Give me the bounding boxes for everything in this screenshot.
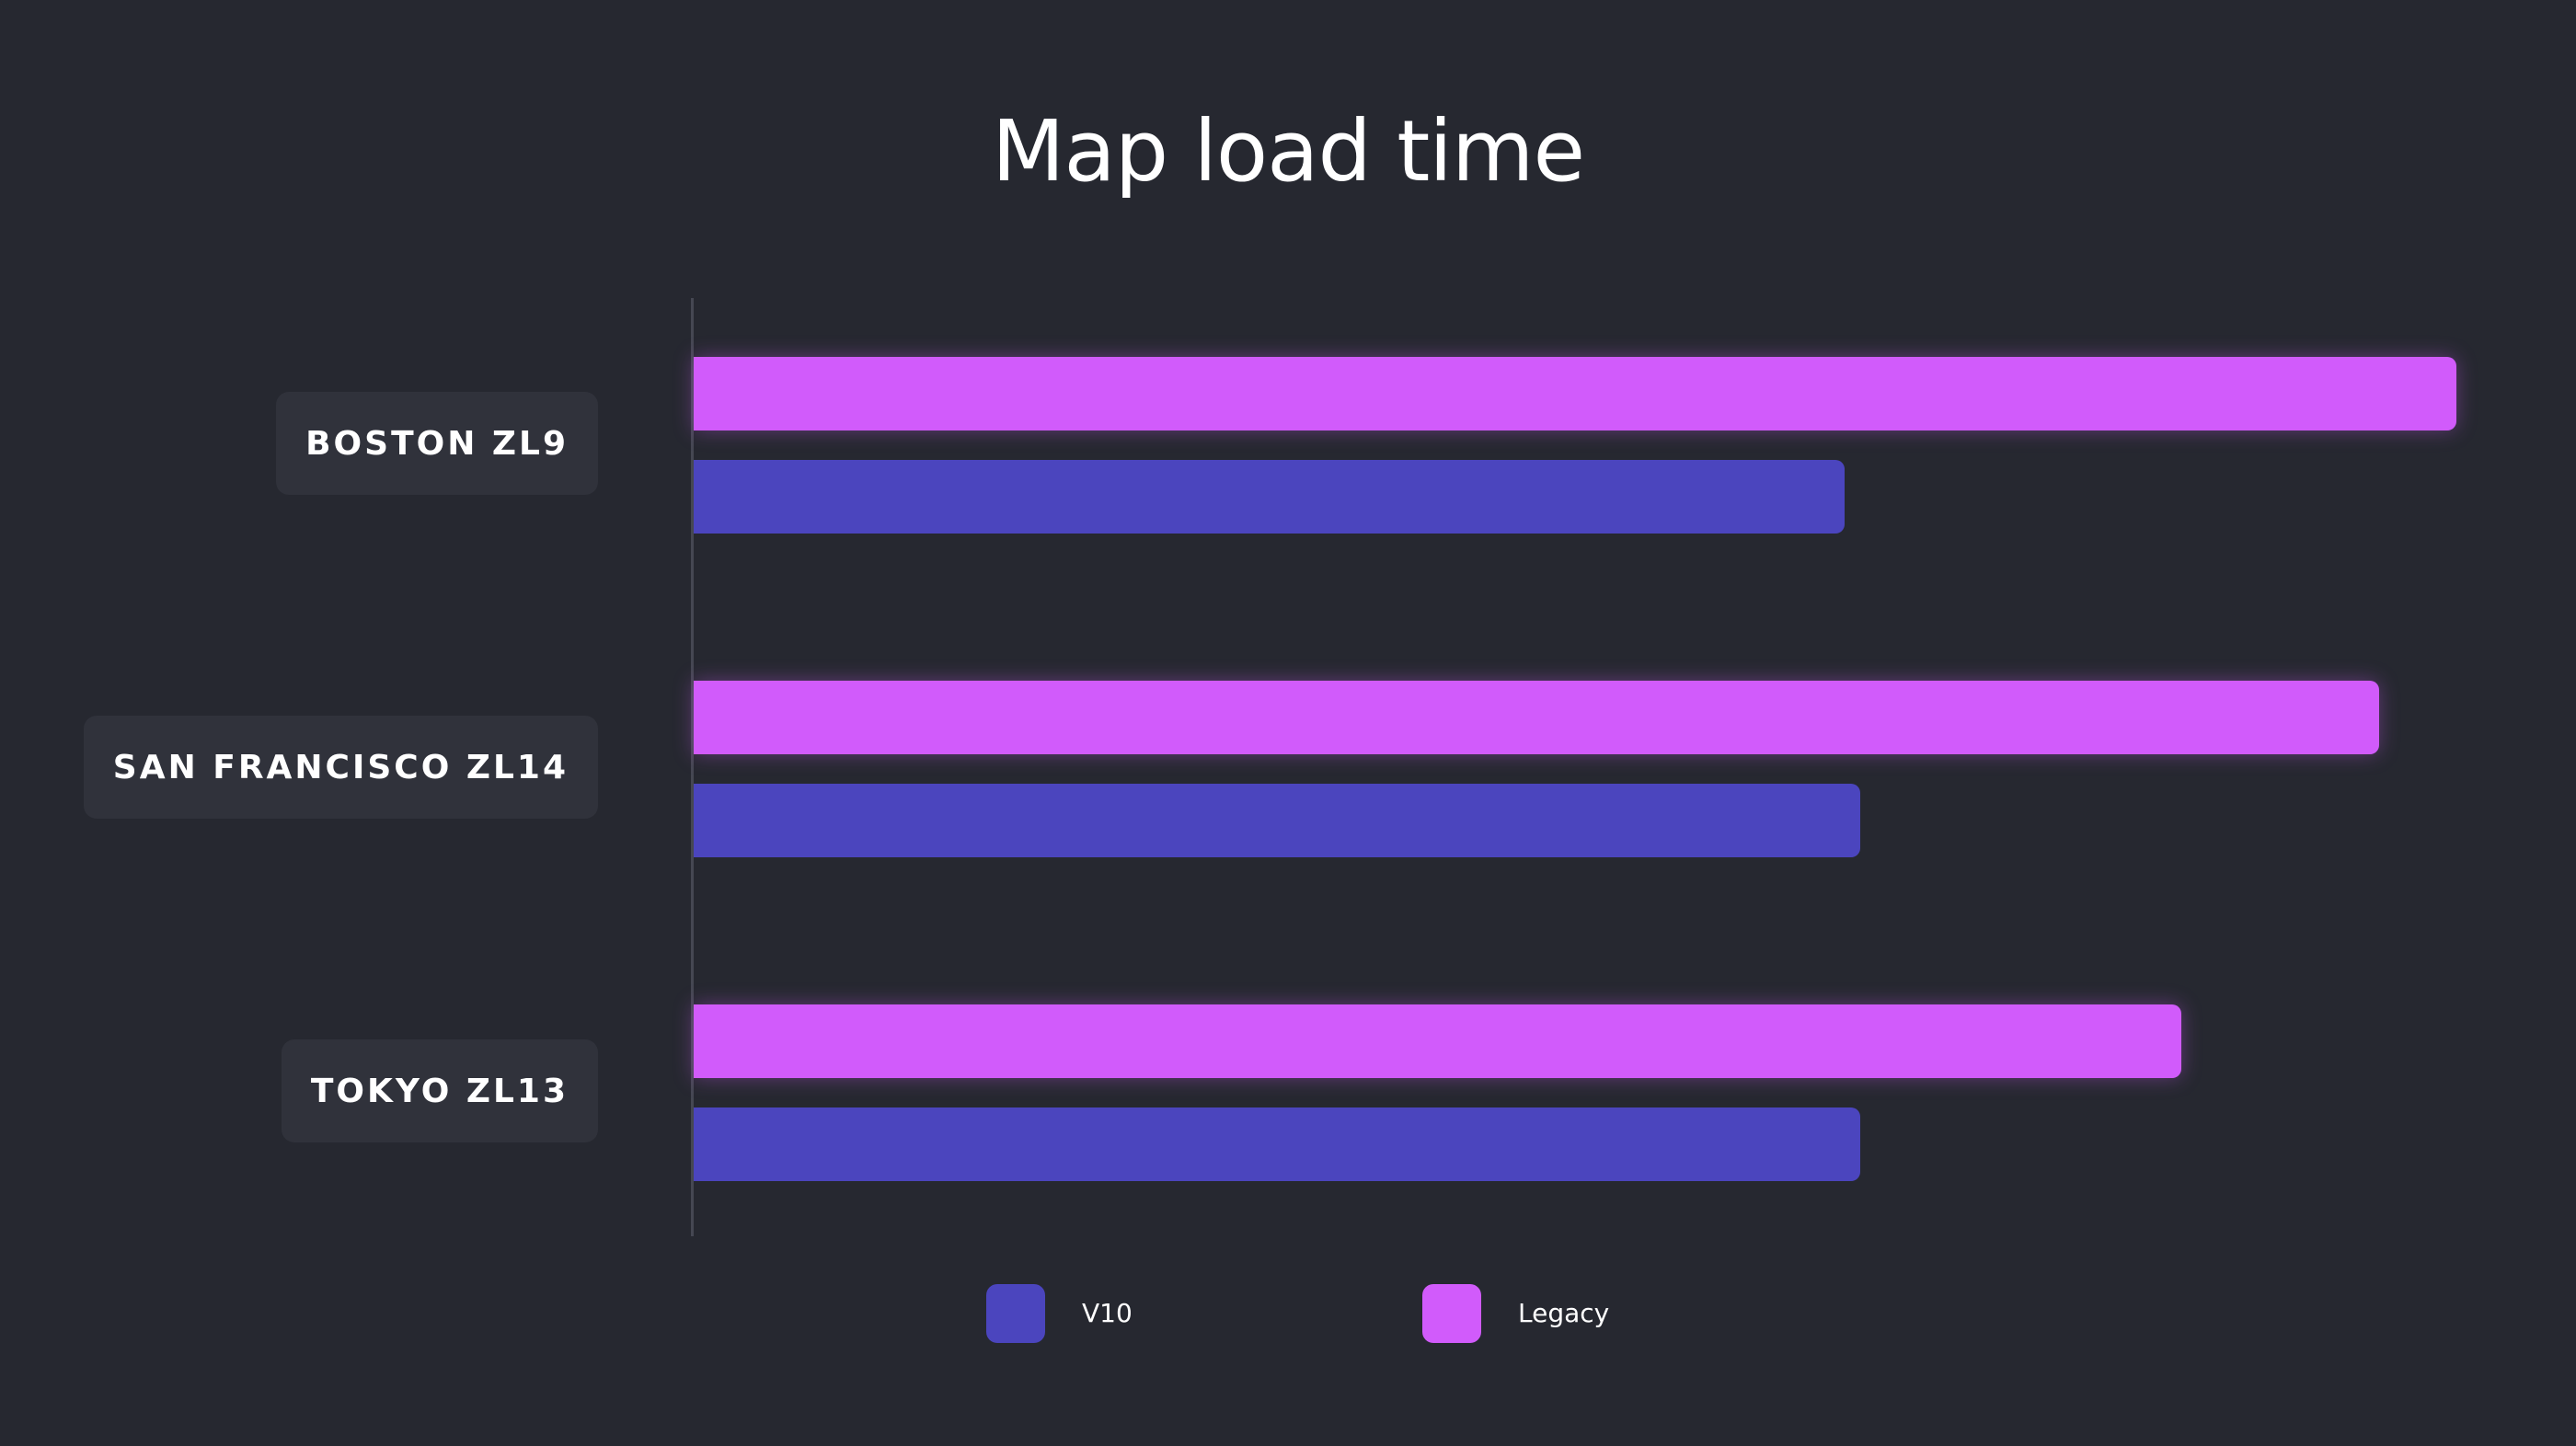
bar-v10-tokyo-zl13: [694, 1107, 1861, 1181]
legend-label-v10: V10: [1082, 1298, 1133, 1328]
bar-legacy-san-francisco-zl14: [694, 681, 2379, 754]
bar-v10-san-francisco-zl14: [694, 784, 1861, 857]
bar-v10-boston-zl9: [694, 460, 1846, 534]
chart-title: Map load time: [991, 102, 1585, 201]
category-label-tokyo: TOKYO ZL13: [281, 1039, 598, 1142]
bar-legacy-boston-zl9: [694, 357, 2456, 430]
bar-legacy-tokyo-zl13: [694, 1004, 2182, 1078]
category-label-boston: BOSTON ZL9: [276, 392, 598, 495]
legend-swatch-v10: [986, 1284, 1045, 1343]
category-label-san-francisco: SAN FRANCISCO ZL14: [83, 716, 598, 819]
y-axis-line: [691, 298, 694, 1236]
legend-swatch-legacy: [1422, 1284, 1481, 1343]
legend-label-legacy: Legacy: [1518, 1298, 1610, 1328]
